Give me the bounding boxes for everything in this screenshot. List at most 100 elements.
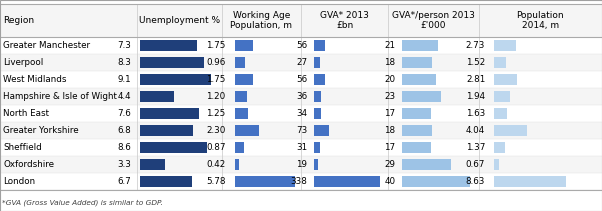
Bar (494, 108, 507, 119)
Bar (235, 40, 253, 51)
Text: 4.04: 4.04 (466, 126, 485, 135)
Bar (494, 125, 527, 136)
Bar (314, 74, 325, 85)
Bar (0, 37, 602, 54)
Bar (494, 142, 505, 153)
Bar (140, 142, 207, 153)
Text: 0.42: 0.42 (206, 160, 226, 169)
Bar (402, 40, 438, 51)
Bar (0, 156, 602, 173)
Text: Working Age: Working Age (232, 11, 290, 20)
Bar (494, 176, 566, 187)
Text: 31: 31 (296, 143, 307, 152)
Bar (235, 57, 245, 68)
Bar (0, 4, 602, 37)
Bar (402, 57, 432, 68)
Text: Greater Yorkshire: Greater Yorkshire (3, 126, 79, 135)
Text: 34: 34 (296, 109, 307, 118)
Text: 4.4: 4.4 (117, 92, 131, 101)
Text: *GVA (Gross Value Added) is similar to GDP.: *GVA (Gross Value Added) is similar to G… (2, 199, 163, 206)
Text: Population: Population (517, 11, 564, 20)
Text: Population, m: Population, m (231, 21, 292, 30)
Text: Region: Region (3, 16, 34, 25)
Bar (140, 40, 197, 51)
Bar (314, 159, 318, 170)
Text: 29: 29 (385, 160, 396, 169)
Bar (140, 57, 205, 68)
Bar (314, 142, 320, 153)
Bar (314, 176, 380, 187)
Text: 3.3: 3.3 (117, 160, 131, 169)
Bar (140, 125, 193, 136)
Text: 17: 17 (385, 143, 396, 152)
Text: 7.3: 7.3 (117, 41, 131, 50)
Text: 8.3: 8.3 (117, 58, 131, 67)
Bar (140, 159, 166, 170)
Bar (402, 108, 431, 119)
Bar (314, 108, 321, 119)
Bar (402, 125, 432, 136)
Text: 9.1: 9.1 (117, 75, 131, 84)
Text: 23: 23 (385, 92, 396, 101)
Text: 1.52: 1.52 (466, 58, 485, 67)
Text: West Midlands: West Midlands (3, 75, 66, 84)
Text: 18: 18 (385, 126, 396, 135)
Text: Sheffield: Sheffield (3, 143, 42, 152)
Bar (402, 142, 431, 153)
Text: North East: North East (3, 109, 49, 118)
Bar (140, 176, 192, 187)
Text: 1.75: 1.75 (206, 75, 226, 84)
Bar (402, 176, 470, 187)
Bar (402, 74, 436, 85)
Text: 2014, m: 2014, m (522, 21, 559, 30)
Text: 56: 56 (296, 75, 307, 84)
Text: Greater Manchester: Greater Manchester (3, 41, 90, 50)
Text: 21: 21 (385, 41, 396, 50)
Bar (235, 108, 248, 119)
Text: 8.63: 8.63 (466, 177, 485, 186)
Text: 1.94: 1.94 (466, 92, 485, 101)
Text: 18: 18 (385, 58, 396, 67)
Text: 6.7: 6.7 (117, 177, 131, 186)
Text: 56: 56 (296, 41, 307, 50)
Text: GVA*/person 2013: GVA*/person 2013 (392, 11, 475, 20)
Text: 1.25: 1.25 (206, 109, 226, 118)
Text: 8.6: 8.6 (117, 143, 131, 152)
Bar (314, 57, 320, 68)
Bar (140, 108, 199, 119)
Text: 40: 40 (385, 177, 396, 186)
Text: Hampshire & Isle of Wight: Hampshire & Isle of Wight (3, 92, 117, 101)
Text: Liverpool: Liverpool (3, 58, 43, 67)
Text: 0.87: 0.87 (206, 143, 226, 152)
Text: 27: 27 (296, 58, 307, 67)
Text: 1.37: 1.37 (466, 143, 485, 152)
Text: 7.6: 7.6 (117, 109, 131, 118)
Text: £bn: £bn (336, 21, 353, 30)
Text: Oxfordshire: Oxfordshire (3, 160, 54, 169)
Text: 2.73: 2.73 (466, 41, 485, 50)
Bar (235, 125, 259, 136)
Text: 1.20: 1.20 (206, 92, 226, 101)
Bar (0, 88, 602, 105)
Bar (0, 122, 602, 139)
Bar (314, 125, 329, 136)
Text: 0.67: 0.67 (466, 160, 485, 169)
Text: London: London (3, 177, 35, 186)
Text: 20: 20 (385, 75, 396, 84)
Bar (314, 40, 325, 51)
Bar (0, 139, 602, 156)
Text: 1.75: 1.75 (206, 41, 226, 50)
Bar (0, 173, 602, 190)
Text: 2.30: 2.30 (206, 126, 226, 135)
Bar (494, 91, 510, 102)
Text: £'000: £'000 (421, 21, 446, 30)
Bar (0, 54, 602, 71)
Bar (235, 74, 253, 85)
Text: 1.63: 1.63 (466, 109, 485, 118)
Bar (235, 142, 244, 153)
Text: 6.8: 6.8 (117, 126, 131, 135)
Bar (235, 91, 247, 102)
Bar (494, 159, 499, 170)
Bar (494, 40, 517, 51)
Bar (402, 91, 441, 102)
